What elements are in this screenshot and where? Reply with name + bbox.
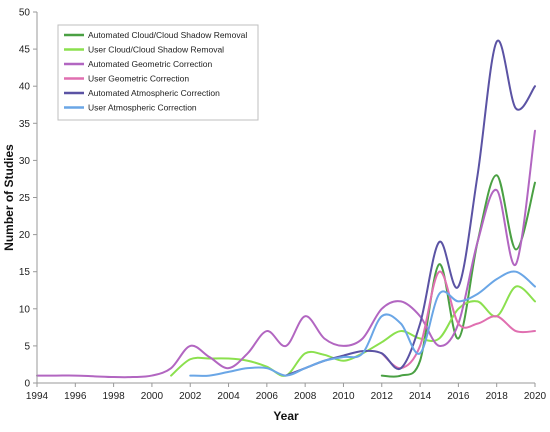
y-tick-label: 45 — [19, 45, 31, 56]
series-line-2 — [170, 285, 536, 377]
y-tick-label: 30 — [19, 156, 31, 167]
y-tick-label: 5 — [24, 341, 30, 352]
series-lines — [36, 39, 536, 379]
legend-label: Automated Atmospheric Correction — [88, 88, 220, 98]
series-line-4 — [380, 270, 536, 370]
y-tick-label: 20 — [19, 230, 31, 241]
x-tick-label: 2012 — [371, 391, 394, 402]
x-tick-label: 1998 — [102, 391, 125, 402]
x-tick-label: 2000 — [141, 391, 164, 402]
x-tick-label: 2020 — [524, 391, 547, 402]
x-tick-label: 2014 — [409, 391, 432, 402]
legend-box — [57, 24, 259, 121]
x-tick-label: 2004 — [217, 391, 240, 402]
legend-label: User Geometric Correction — [88, 74, 189, 84]
legend-label: User Atmospheric Correction — [88, 103, 197, 113]
legend-label: Automated Geometric Correction — [88, 59, 213, 69]
series-line-1 — [380, 174, 536, 378]
y-tick-label: 0 — [24, 379, 30, 390]
y-tick-label: 35 — [19, 119, 31, 130]
y-tick-label: 25 — [19, 193, 31, 204]
series-line-5 — [285, 39, 536, 377]
x-tick-label: 2018 — [486, 391, 509, 402]
x-tick-label: 2002 — [179, 391, 202, 402]
legend-label: Automated Cloud/Cloud Shadow Removal — [88, 30, 247, 40]
x-tick-label: 2016 — [447, 391, 470, 402]
legend-label: User Cloud/Cloud Shadow Removal — [88, 45, 224, 55]
series-line-6 — [189, 270, 536, 377]
x-tick-label: 2006 — [256, 391, 279, 402]
y-tick-label: 50 — [19, 8, 31, 19]
y-axis-title: Number of Studies — [2, 144, 16, 251]
x-tick-label: 1996 — [64, 391, 87, 402]
x-tick-label: 2008 — [294, 391, 317, 402]
x-tick-label: 1994 — [26, 391, 49, 402]
x-axis-ticks: 1994 1996 1998 2000 2002 2004 2006 2008 2010 2012… — [26, 383, 547, 402]
y-tick-label: 40 — [19, 82, 31, 93]
x-tick-label: 2010 — [332, 391, 355, 402]
series-line-3 — [36, 129, 536, 379]
y-tick-label: 15 — [19, 267, 31, 278]
y-axis-ticks: 0 5 10 15 20 25 30 35 40 45 50 — [19, 8, 37, 390]
legend: Automated Cloud/Cloud Shadow Removal User… — [57, 24, 259, 121]
x-axis-title: Year — [273, 409, 299, 423]
y-tick-label: 10 — [19, 304, 31, 315]
